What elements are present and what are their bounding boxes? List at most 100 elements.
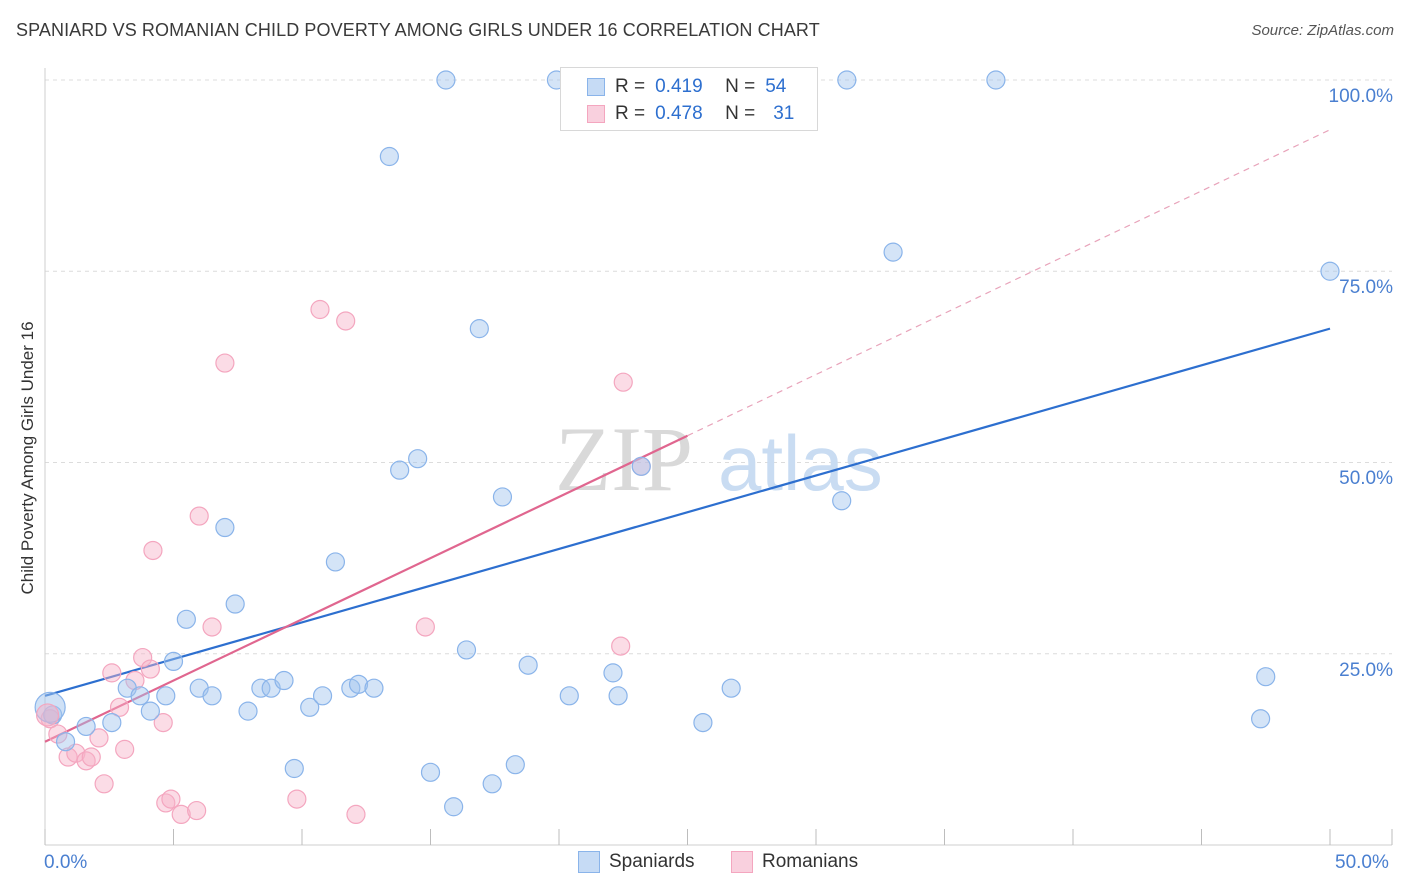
point-romanians — [89, 728, 109, 748]
trend-extension-romanians — [687, 129, 1331, 437]
point-romanians — [346, 804, 366, 825]
point-spaniards — [130, 686, 150, 706]
y-tick-100: 100.0% — [1328, 86, 1393, 107]
point-spaniards — [76, 716, 96, 737]
correlation-legend: R = 0.419 N = 54 R = 0.478 N = 31 — [560, 67, 818, 131]
series-legend-romanians[interactable]: Romanians — [731, 851, 858, 873]
point-romanians-cluster — [35, 703, 60, 727]
point-spaniards — [55, 732, 76, 752]
point-romanians — [125, 670, 145, 691]
point-spaniards — [436, 70, 456, 90]
point-romanians — [153, 712, 173, 733]
point-romanians — [156, 793, 176, 813]
legend-n-romanians: 31 — [773, 103, 795, 124]
legend-row-romanians: R = 0.478 N = 31 — [561, 100, 794, 128]
point-spaniards — [300, 697, 320, 717]
point-spaniards — [364, 678, 384, 698]
point-spaniards — [225, 594, 245, 614]
point-spaniards — [883, 242, 903, 262]
y-tick-25: 25.0% — [1339, 660, 1393, 681]
point-spaniards — [608, 686, 628, 706]
point-spaniards — [284, 758, 304, 779]
point-romanians — [94, 774, 114, 794]
y-tick-75: 75.0% — [1339, 277, 1393, 298]
watermark-zip: ZIP — [555, 408, 693, 510]
point-romanians — [109, 697, 130, 717]
point-spaniards — [408, 449, 428, 469]
point-spaniards — [986, 70, 1006, 90]
point-romanians — [76, 751, 96, 771]
point-romanians — [161, 789, 181, 809]
x-tick-right: 50.0% — [1335, 852, 1389, 873]
trend-line-spaniards — [44, 327, 1331, 697]
point-spaniards — [140, 701, 160, 721]
data-points — [34, 70, 1340, 825]
point-spaniards — [1256, 667, 1276, 687]
point-spaniards — [518, 655, 538, 675]
legend-swatch-romanians — [587, 105, 605, 123]
point-spaniards — [444, 797, 464, 817]
point-spaniards — [163, 651, 184, 672]
point-romanians — [187, 800, 207, 821]
point-spaniards — [238, 701, 258, 721]
point-romanians — [202, 617, 222, 637]
legend-row-spaniards: R = 0.419 N = 54 — [561, 73, 786, 101]
point-romanians — [336, 311, 356, 331]
grid-lines — [45, 79, 1392, 655]
point-romanians — [171, 804, 191, 825]
point-romanians — [102, 663, 122, 683]
point-romanians — [48, 724, 68, 744]
point-spaniards — [176, 609, 196, 629]
source-label: Source: ZipAtlas.com — [1251, 22, 1394, 39]
series-legend-spaniards[interactable]: Spaniards — [578, 851, 695, 873]
point-romanians — [287, 789, 307, 809]
point-romanians — [81, 747, 101, 767]
point-romanians — [310, 299, 330, 320]
trend-line-romanians — [44, 434, 688, 743]
point-spaniards — [420, 762, 441, 782]
legend-r-label: R = — [615, 103, 646, 124]
point-spaniards — [837, 70, 857, 90]
point-romanians — [189, 506, 209, 526]
trend-lines — [44, 129, 1331, 743]
point-spaniards — [492, 487, 513, 507]
point-spaniards — [693, 712, 713, 733]
legend-swatch-spaniards — [587, 78, 605, 96]
point-spaniards — [721, 678, 741, 698]
point-spaniards — [325, 552, 346, 572]
point-romanians — [415, 617, 435, 637]
series-swatch-spaniards — [578, 851, 600, 873]
point-romanians — [115, 739, 135, 759]
point-spaniards — [390, 460, 410, 480]
y-tick-50: 50.0% — [1339, 468, 1393, 489]
point-spaniards — [215, 517, 235, 538]
point-spaniards — [456, 640, 477, 660]
point-spaniards — [102, 712, 122, 733]
series-label-spaniards: Spaniards — [609, 851, 695, 872]
point-spaniards — [559, 686, 579, 706]
point-spaniards — [274, 670, 294, 691]
point-spaniards — [251, 678, 271, 698]
point-spaniards — [312, 686, 333, 706]
watermark-atlas: atlas — [718, 419, 883, 507]
point-spaniards — [832, 491, 852, 511]
point-romanians — [215, 353, 235, 373]
point-romanians — [611, 636, 631, 656]
legend-r-romanians: 0.478 — [655, 103, 703, 124]
legend-r-label: R = — [615, 76, 646, 97]
legend-n-label: N = — [725, 76, 756, 97]
chart-title: SPANIARD VS ROMANIAN CHILD POVERTY AMONG… — [16, 20, 820, 40]
point-spaniards — [202, 686, 222, 706]
x-tick-left: 0.0% — [44, 852, 88, 873]
point-spaniards — [156, 686, 176, 706]
point-spaniards — [631, 456, 651, 476]
point-romanians — [133, 647, 153, 668]
point-spaniards — [505, 755, 525, 775]
series-swatch-romanians — [731, 851, 753, 873]
series-label-romanians: Romanians — [762, 851, 859, 872]
legend-n-spaniards: 54 — [765, 76, 787, 97]
legend-n-label: N = — [725, 103, 756, 124]
point-spaniards — [379, 146, 399, 167]
point-spaniards — [348, 674, 369, 694]
